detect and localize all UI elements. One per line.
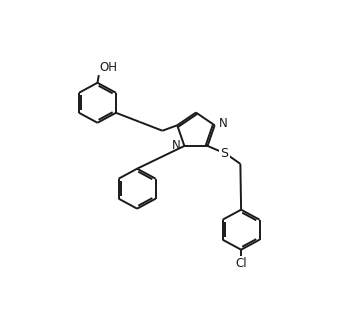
Text: N: N [172, 139, 180, 152]
Text: N: N [219, 118, 227, 131]
Text: Cl: Cl [235, 257, 247, 270]
Text: S: S [221, 147, 228, 160]
Text: OH: OH [100, 61, 118, 74]
